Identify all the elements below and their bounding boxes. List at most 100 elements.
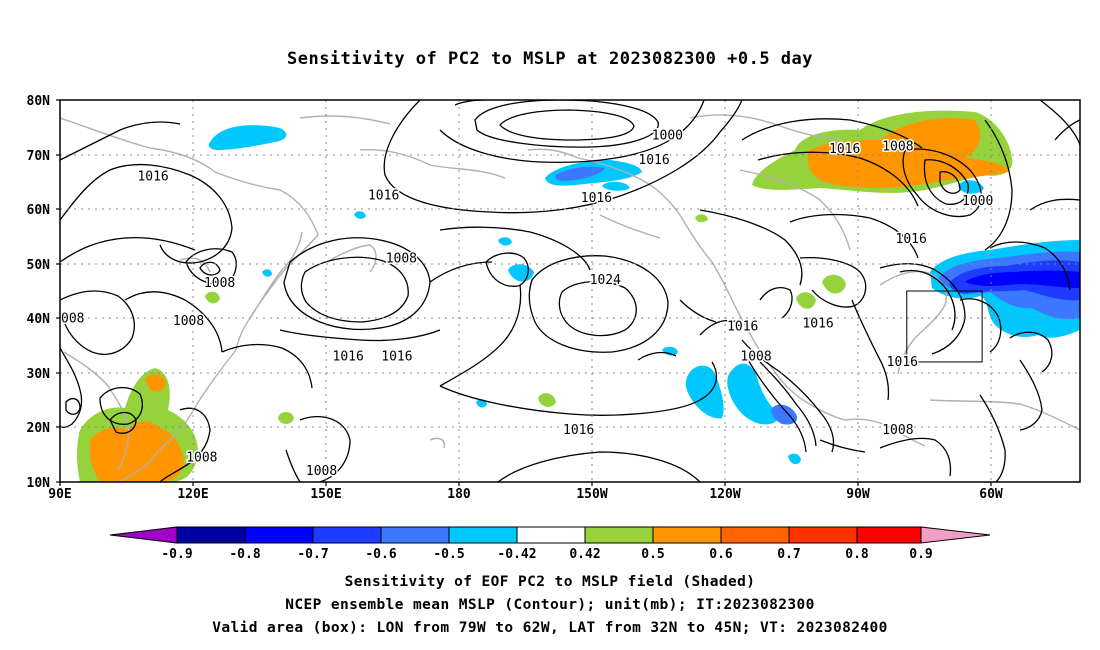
lat-label: 10N	[27, 476, 51, 491]
lat-label: 20N	[27, 421, 51, 436]
colorbar-label: 0.7	[777, 547, 800, 562]
caption-line-1: Sensitivity of EOF PC2 to MSLP field (Sh…	[344, 574, 756, 590]
colorbar-box	[312, 526, 382, 544]
contour-label: 1016	[333, 349, 364, 364]
lon-label: 60W	[979, 487, 1003, 502]
lon-label: 180	[447, 487, 471, 502]
negative-area	[788, 453, 801, 465]
colorbar-right-triangle	[920, 526, 991, 544]
colorbar-label: 0.5	[641, 547, 664, 562]
contour-label: 1008	[204, 276, 235, 291]
lat-label: 80N	[27, 94, 51, 109]
lat-label: 60N	[27, 203, 51, 218]
colorbar-box	[380, 526, 450, 544]
positive-area	[278, 412, 294, 424]
contour-label: 1008	[882, 423, 913, 438]
negative-area	[727, 363, 778, 425]
positive-area	[89, 421, 184, 482]
longitude-labels: 90E 120E 150E 180 150W 120W 90W 60W	[48, 487, 1003, 502]
contour-label: 1008	[173, 314, 204, 329]
colorbar-label: -0.42	[497, 547, 536, 562]
lat-label: 30N	[27, 367, 51, 382]
contour-label: 1024	[590, 273, 621, 288]
mslp-contours	[60, 100, 1080, 482]
map-title: Sensitivity of PC2 to MSLP at 2023082300…	[286, 49, 813, 69]
negative-area	[354, 211, 366, 219]
contour-label: 1008	[53, 311, 84, 326]
lon-label: 90W	[846, 487, 870, 502]
contour-label: 1008	[882, 139, 913, 154]
map-frame	[59, 99, 1081, 483]
contour-label: 1016	[829, 142, 860, 157]
contour-label: 1000	[962, 194, 993, 209]
colorbar-box	[516, 526, 586, 544]
contour-label: 1016	[887, 355, 918, 370]
colorbar-label: 0.8	[845, 547, 869, 562]
colorbar-box	[788, 526, 858, 544]
lat-label: 40N	[27, 312, 51, 327]
colorbar-box	[652, 526, 722, 544]
positive-area	[205, 291, 220, 304]
contour-label: 1016	[727, 319, 758, 334]
contour-label: 1016	[368, 189, 399, 204]
negative-area	[958, 180, 984, 194]
caption-line-3: Valid area (box): LON from 79W to 62W, L…	[212, 620, 888, 636]
lon-label: 150W	[576, 487, 607, 502]
colorbar-box	[244, 526, 314, 544]
colorbar-box	[720, 526, 790, 544]
colorbar-box	[856, 526, 922, 544]
colorbar-label: -0.5	[433, 547, 464, 562]
colorbar-label: 0.6	[709, 547, 733, 562]
contour-label: 1016	[381, 349, 412, 364]
contour-label: 1016	[896, 232, 927, 247]
contour-label: 1016	[563, 423, 594, 438]
colorbar-label: -0.8	[229, 547, 260, 562]
lat-label: 50N	[27, 258, 51, 273]
lon-label: 150E	[310, 487, 341, 502]
negative-area	[602, 181, 630, 191]
positive-area	[796, 292, 816, 309]
contour-labels: 1000 1016 1016 1016 1016 1016 1008 1000 1016 1008…	[53, 127, 995, 481]
contour-label: 1016	[581, 191, 612, 206]
contour-label: 1016	[137, 169, 168, 184]
negative-area	[771, 404, 798, 425]
negative-area	[508, 264, 534, 282]
contour-label: 1008	[386, 251, 417, 266]
negative-area	[498, 237, 512, 246]
negative-area	[262, 269, 272, 277]
colorbar-label: 0.9	[909, 547, 932, 562]
colorbar-left-triangle	[109, 526, 178, 544]
colorbar-label: 0.42	[569, 547, 600, 562]
negative-area	[208, 125, 287, 150]
lon-label: 120E	[177, 487, 208, 502]
contour-label: 1008	[740, 349, 771, 364]
lon-label: 120W	[709, 487, 740, 502]
negative-area	[685, 365, 724, 419]
contour-label: 1008	[306, 464, 337, 479]
tick-marks	[56, 99, 992, 486]
contour-label: 1016	[802, 317, 833, 332]
colorbar-label: -0.7	[297, 547, 328, 562]
positive-area	[822, 274, 846, 294]
lat-label: 70N	[27, 149, 51, 164]
coastlines	[60, 114, 1080, 482]
colorbar-box	[448, 526, 518, 544]
negative-area	[965, 270, 1080, 288]
lon-label: 90E	[48, 487, 71, 502]
colorbar-labels: -0.9 -0.8 -0.7 -0.6 -0.5 -0.42 0.42 0.5 …	[161, 547, 932, 562]
negative-area	[555, 166, 605, 181]
colorbar-box	[176, 526, 246, 544]
contour-label: 1016	[638, 153, 669, 168]
positive-area	[538, 393, 556, 407]
latitude-labels: 80N 70N 60N 50N 40N 30N 20N 10N	[27, 94, 51, 491]
positive-area	[695, 214, 708, 223]
contour-label: 1008	[186, 450, 217, 465]
gridlines	[60, 100, 1080, 482]
colorbar-label: -0.6	[365, 547, 396, 562]
colorbar-label: -0.9	[161, 547, 192, 562]
colorbar-box	[584, 526, 654, 544]
sensitivity-shading	[77, 110, 1080, 482]
valid-area-box	[906, 290, 983, 363]
contour-label: 1000	[652, 128, 683, 143]
